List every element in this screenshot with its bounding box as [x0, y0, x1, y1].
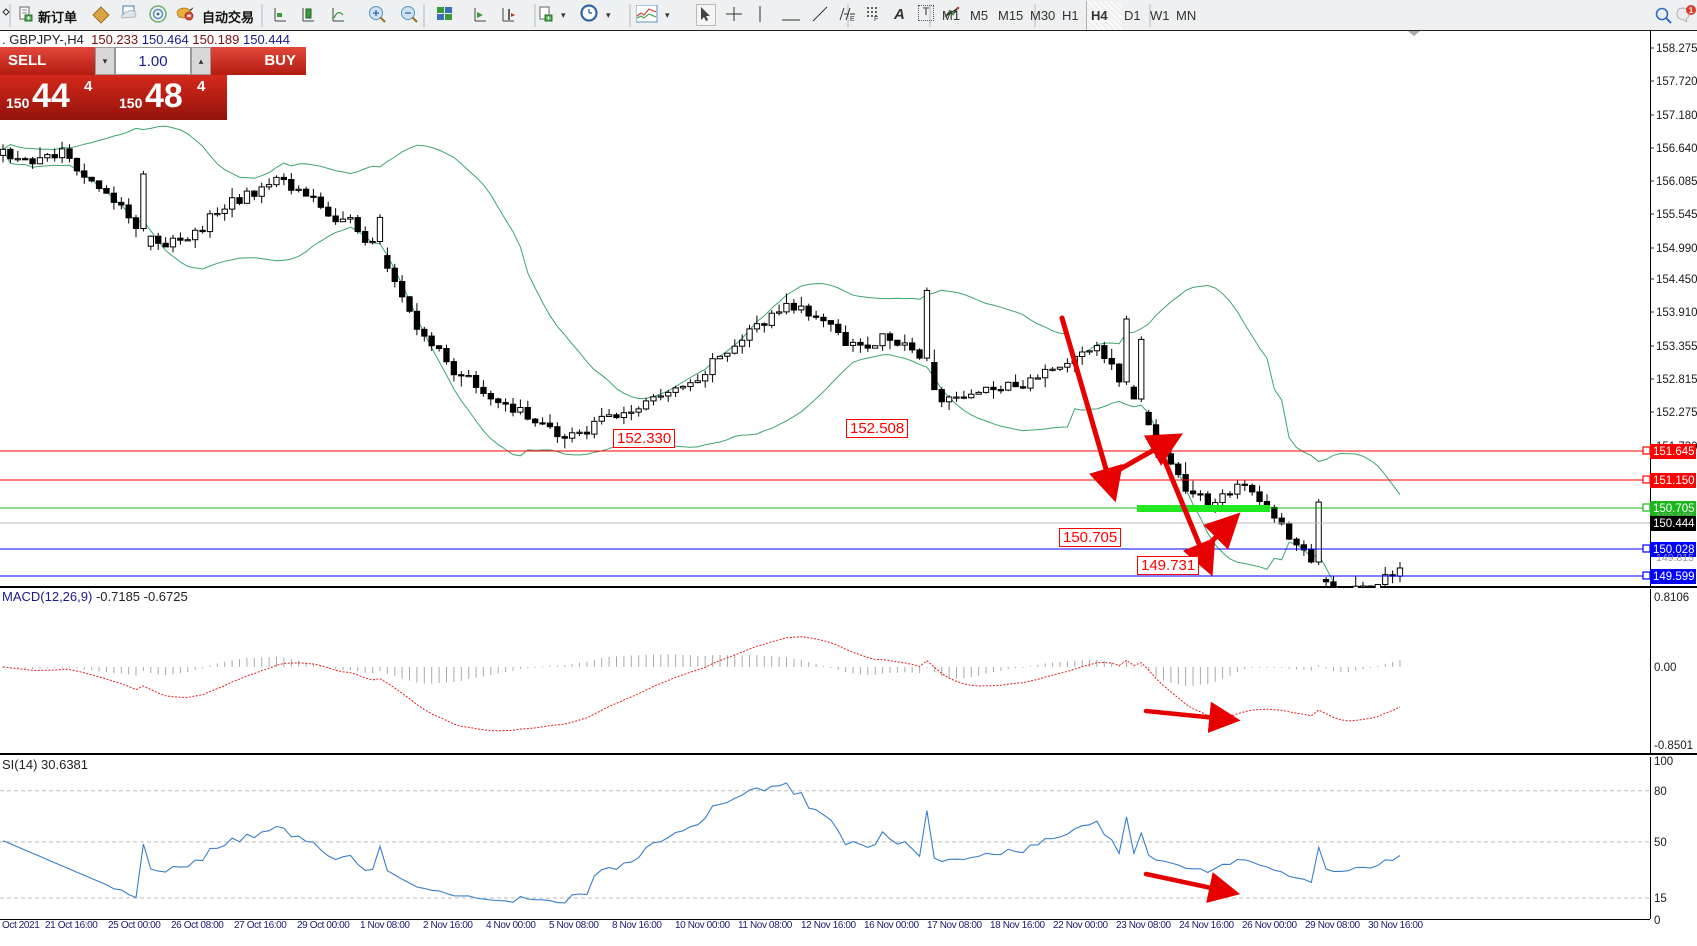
svg-text:156.085: 156.085 — [1656, 176, 1697, 188]
svg-text:15: 15 — [1654, 893, 1667, 905]
svg-text:150.444: 150.444 — [1653, 518, 1695, 530]
svg-text:149.599: 149.599 — [1653, 571, 1695, 583]
svg-text:151.150: 151.150 — [1653, 475, 1695, 487]
svg-text:155.545: 155.545 — [1656, 209, 1697, 221]
svg-text:100: 100 — [1654, 756, 1673, 768]
svg-text:153.355: 153.355 — [1656, 341, 1697, 353]
svg-text:152.815: 152.815 — [1656, 374, 1697, 386]
svg-text:152.275: 152.275 — [1656, 407, 1697, 419]
svg-text:153.910: 153.910 — [1656, 307, 1697, 319]
svg-text:158.275: 158.275 — [1656, 43, 1697, 55]
svg-text:80: 80 — [1654, 786, 1667, 798]
svg-text:149.815: 149.815 — [1656, 552, 1694, 564]
svg-text:157.720: 157.720 — [1656, 76, 1697, 88]
svg-text:F: F — [874, 16, 878, 21]
svg-text:0.8106: 0.8106 — [1654, 592, 1689, 604]
svg-text:151.645: 151.645 — [1653, 446, 1695, 458]
svg-text:1: 1 — [1689, 6, 1694, 15]
svg-text:50: 50 — [1654, 837, 1667, 849]
svg-text:157.180: 157.180 — [1656, 110, 1697, 122]
svg-text:154.450: 154.450 — [1656, 274, 1697, 286]
svg-text:0.00: 0.00 — [1654, 662, 1676, 674]
svg-text:156.640: 156.640 — [1656, 143, 1697, 155]
svg-text:154.990: 154.990 — [1656, 243, 1697, 255]
svg-text:-0.8501: -0.8501 — [1654, 740, 1693, 752]
svg-text:E: E — [850, 16, 855, 22]
svg-text:0: 0 — [1654, 915, 1660, 927]
